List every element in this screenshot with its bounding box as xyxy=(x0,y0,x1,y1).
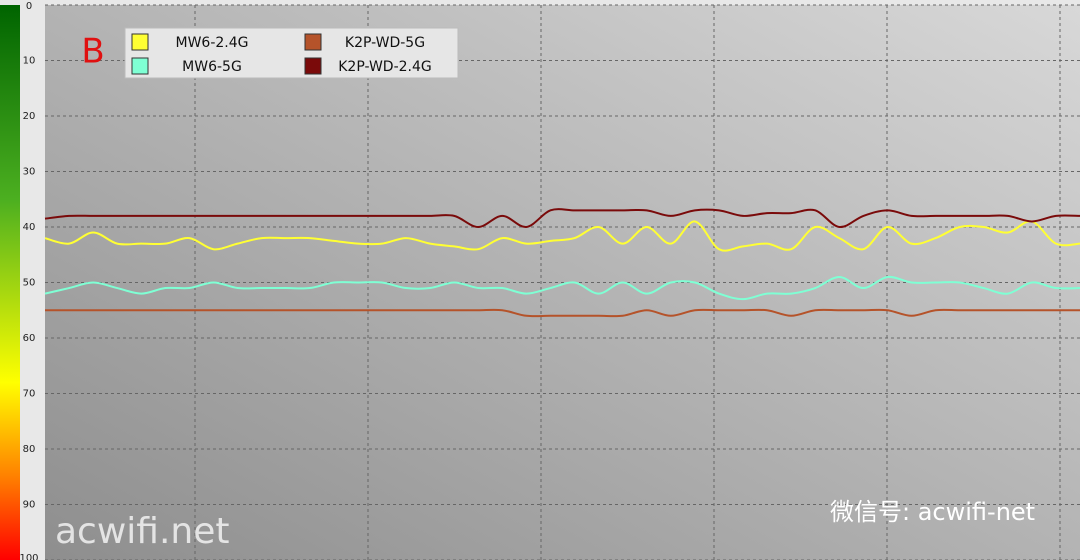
marks xyxy=(44,4,1080,560)
y-tick-label: 60 xyxy=(23,333,36,344)
watermark: acwifi.net xyxy=(55,511,230,552)
y-tick-label: 40 xyxy=(23,222,36,233)
y-tick-label: 50 xyxy=(23,278,36,289)
y-tick-label: 100 xyxy=(19,553,38,560)
y-tick-label: 20 xyxy=(23,111,36,122)
y-tick-label: 30 xyxy=(23,167,36,178)
y-tick-label: 0 xyxy=(26,1,32,12)
legend-swatch xyxy=(304,57,322,75)
series-line xyxy=(44,275,1080,301)
legend-label: K2P-WD-2.4G xyxy=(338,59,432,75)
y-tick-label: 80 xyxy=(23,444,36,455)
y-tick-label: 90 xyxy=(23,500,36,511)
series-line xyxy=(44,308,1080,318)
annotation: B xyxy=(81,32,104,72)
series-line xyxy=(44,220,1080,252)
legend-swatch xyxy=(131,33,149,51)
legend-label: MW6-5G xyxy=(182,59,242,75)
y-tick-label: 10 xyxy=(23,56,36,67)
legend-swatch xyxy=(304,33,322,51)
legend-label: MW6-2.4G xyxy=(176,35,249,51)
legend-swatch xyxy=(131,57,149,75)
legend-label: K2P-WD-5G xyxy=(345,35,425,51)
y-tick-label: 70 xyxy=(23,389,36,400)
color-scale xyxy=(0,5,20,560)
legend: MW6-2.4G K2P-WD-5G MW6-5G K2P-WD-2.4G xyxy=(124,27,459,79)
series-line xyxy=(44,208,1080,229)
watermark: 微信号: acwifi-net xyxy=(830,498,1035,526)
legend-box xyxy=(124,27,459,79)
